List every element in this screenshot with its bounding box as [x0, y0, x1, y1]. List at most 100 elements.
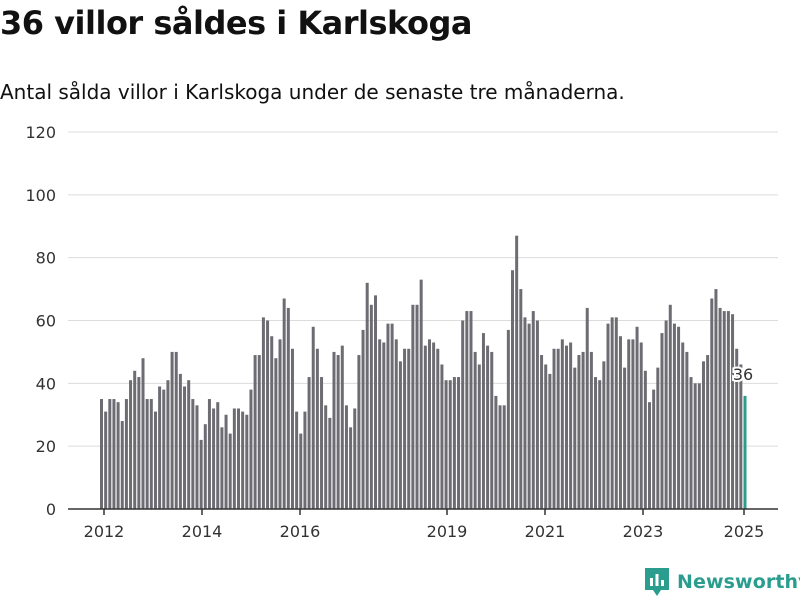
bar	[494, 395, 498, 509]
bar	[274, 358, 278, 509]
bar	[718, 307, 722, 509]
bar	[573, 367, 577, 510]
bar	[166, 380, 170, 509]
bar	[394, 339, 398, 509]
bar	[623, 367, 627, 510]
bar	[207, 399, 211, 509]
bar-chart: 0 20 40 60 80 100 120 36 2012 2014 2016 2019 2021 202…	[25, 123, 778, 541]
axis-layer	[68, 508, 778, 515]
bar	[423, 345, 427, 509]
bar	[689, 377, 693, 509]
bar	[556, 348, 560, 509]
bar	[643, 370, 647, 509]
bar	[100, 399, 103, 509]
x-tick-label: 2014	[182, 522, 223, 541]
bar	[299, 433, 303, 509]
bar	[199, 439, 203, 509]
bar	[307, 377, 311, 509]
bar	[349, 427, 353, 509]
bar	[141, 358, 145, 509]
bar	[477, 364, 481, 509]
bar	[569, 342, 573, 509]
bar	[577, 355, 581, 509]
x-tick-label: 2012	[84, 522, 125, 541]
bar	[286, 307, 290, 509]
bar	[129, 380, 133, 509]
labels-layer: 0 20 40 60 80 100 120 36 2012 2014 2016 2019 2021 202…	[25, 123, 764, 541]
bar	[610, 317, 614, 509]
y-tick-label: 120	[25, 123, 56, 142]
grid-layer	[68, 131, 778, 447]
bar	[382, 342, 386, 509]
bar	[452, 377, 456, 509]
bar	[116, 402, 120, 509]
bar	[594, 377, 598, 509]
bar	[137, 377, 141, 509]
bar	[195, 405, 199, 509]
bar	[444, 380, 448, 509]
y-tick-label: 0	[46, 500, 56, 519]
bar	[473, 351, 477, 509]
bar	[369, 304, 373, 509]
bar	[735, 348, 739, 509]
bar	[104, 411, 108, 509]
bar	[648, 402, 652, 509]
bar	[523, 317, 527, 509]
bar	[697, 383, 701, 509]
bar	[353, 408, 357, 509]
bar	[432, 342, 436, 509]
bar	[332, 351, 336, 509]
bar	[270, 336, 274, 509]
bar	[245, 414, 249, 509]
bar	[249, 389, 253, 509]
bar	[328, 417, 332, 509]
bar	[174, 351, 178, 509]
bar	[581, 351, 585, 509]
bars-layer	[100, 235, 747, 510]
bar	[303, 411, 307, 509]
bar	[407, 348, 411, 509]
bar	[677, 326, 681, 509]
y-tick-label: 60	[36, 312, 56, 331]
bar	[515, 235, 519, 509]
bar	[664, 320, 668, 509]
bar	[448, 380, 452, 509]
bar	[315, 348, 319, 509]
x-tick-label: 2016	[280, 522, 321, 541]
bar	[336, 355, 340, 509]
bar	[390, 323, 394, 509]
bar	[191, 399, 195, 509]
bar	[145, 399, 149, 509]
bar	[203, 424, 207, 509]
bar	[403, 348, 407, 509]
bar	[278, 339, 282, 509]
bar	[731, 314, 735, 509]
bar	[237, 408, 240, 509]
highlight-bar	[743, 395, 747, 509]
bar	[614, 317, 618, 509]
bar	[340, 345, 344, 509]
bar	[660, 333, 664, 509]
newsworthy-logo-icon	[645, 568, 669, 596]
brand-name: Newsworthy	[677, 571, 800, 593]
bar	[706, 355, 710, 509]
bar	[531, 311, 535, 509]
bar	[290, 348, 294, 509]
y-tick-label: 80	[36, 249, 56, 268]
bar	[112, 399, 116, 509]
brand-logo: Newsworthy	[645, 568, 800, 596]
bar	[411, 304, 415, 509]
bar	[320, 377, 324, 509]
bar	[178, 373, 182, 509]
bar	[133, 370, 137, 509]
bar	[639, 342, 643, 509]
bar	[672, 323, 676, 509]
bar	[465, 311, 469, 509]
y-tick-label: 100	[25, 186, 56, 205]
bar	[498, 405, 502, 509]
bar	[560, 339, 564, 509]
bar	[232, 408, 236, 509]
chart-title: 36 villor såldes i Karlskoga	[0, 4, 472, 42]
bar	[486, 345, 490, 509]
bar	[162, 389, 166, 509]
